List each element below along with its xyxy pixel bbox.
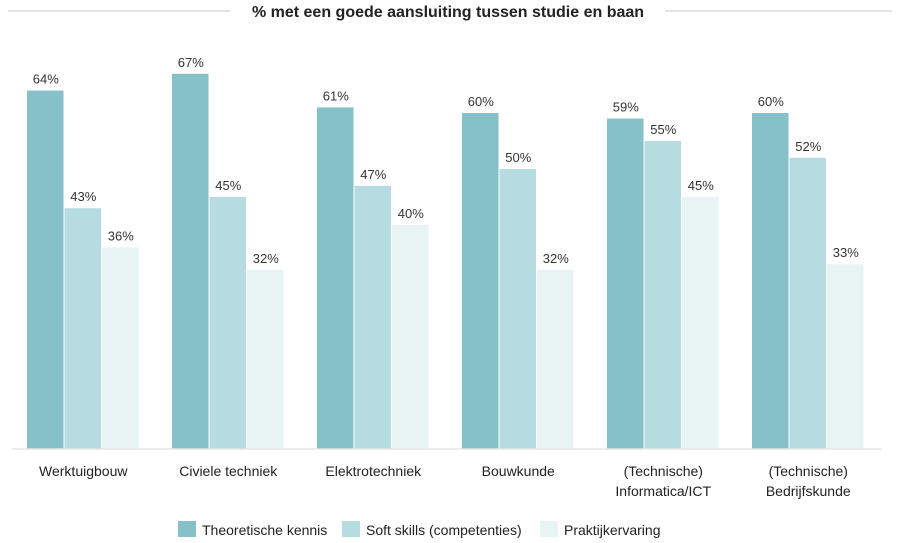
bar bbox=[752, 113, 789, 449]
data-label: 64% bbox=[33, 72, 59, 87]
data-label: 45% bbox=[215, 178, 241, 193]
bar bbox=[682, 197, 719, 449]
data-label: 47% bbox=[360, 167, 386, 182]
legend-swatch bbox=[342, 521, 360, 537]
data-label: 36% bbox=[108, 228, 134, 243]
legend-swatch bbox=[540, 521, 558, 537]
legend-swatch bbox=[178, 521, 196, 537]
data-label: 67% bbox=[178, 55, 204, 70]
bar bbox=[644, 141, 681, 449]
legend: Theoretische kennis Soft skills (competen… bbox=[178, 521, 660, 538]
category-label: Werktuigbouw bbox=[39, 463, 128, 479]
data-label: 61% bbox=[323, 88, 349, 103]
data-label: 32% bbox=[253, 251, 279, 266]
category-label: (Technische) bbox=[769, 463, 848, 479]
bar bbox=[499, 169, 536, 449]
legend-label: Soft skills (competenties) bbox=[366, 522, 522, 538]
bar bbox=[102, 247, 139, 449]
legend-label: Praktijkervaring bbox=[564, 522, 660, 538]
data-label: 55% bbox=[650, 122, 676, 137]
category-label: (Technische) bbox=[624, 463, 703, 479]
data-label: 52% bbox=[795, 139, 821, 154]
category-label: Bedrijfskunde bbox=[766, 483, 851, 499]
data-label: 43% bbox=[70, 189, 96, 204]
category-label: Civiele techniek bbox=[179, 463, 278, 479]
bar bbox=[827, 264, 864, 449]
bar bbox=[462, 113, 499, 449]
chart-title: % met een goede aansluiting tussen studi… bbox=[252, 4, 644, 21]
bar bbox=[209, 197, 246, 449]
data-label: 59% bbox=[613, 100, 639, 115]
bar bbox=[392, 225, 429, 449]
data-label: 60% bbox=[468, 94, 494, 109]
category-label: Bouwkunde bbox=[482, 463, 555, 479]
bars-layer: 64% 43% 36% 67% 45% 32% 61% 47% 40% 60% 50% 32% 59% 5… bbox=[27, 55, 864, 450]
bar bbox=[354, 185, 391, 450]
bar bbox=[789, 157, 826, 450]
data-label: 32% bbox=[543, 251, 569, 266]
bar bbox=[247, 269, 284, 449]
bar bbox=[317, 107, 354, 450]
data-label: 50% bbox=[505, 150, 531, 165]
bar bbox=[64, 208, 101, 449]
bar bbox=[27, 90, 64, 449]
category-label: Elektrotechniek bbox=[325, 463, 422, 479]
category-labels: Werktuigbouw Civiele techniek Elektrotechn… bbox=[39, 463, 851, 499]
bar bbox=[537, 269, 574, 449]
data-label: 33% bbox=[833, 245, 859, 260]
bar bbox=[172, 73, 209, 450]
bar bbox=[607, 118, 644, 449]
data-label: 60% bbox=[758, 94, 784, 109]
data-label: 45% bbox=[688, 178, 714, 193]
legend-label: Theoretische kennis bbox=[202, 522, 327, 538]
data-label: 40% bbox=[398, 206, 424, 221]
category-label: Informatica/ICT bbox=[615, 483, 711, 499]
